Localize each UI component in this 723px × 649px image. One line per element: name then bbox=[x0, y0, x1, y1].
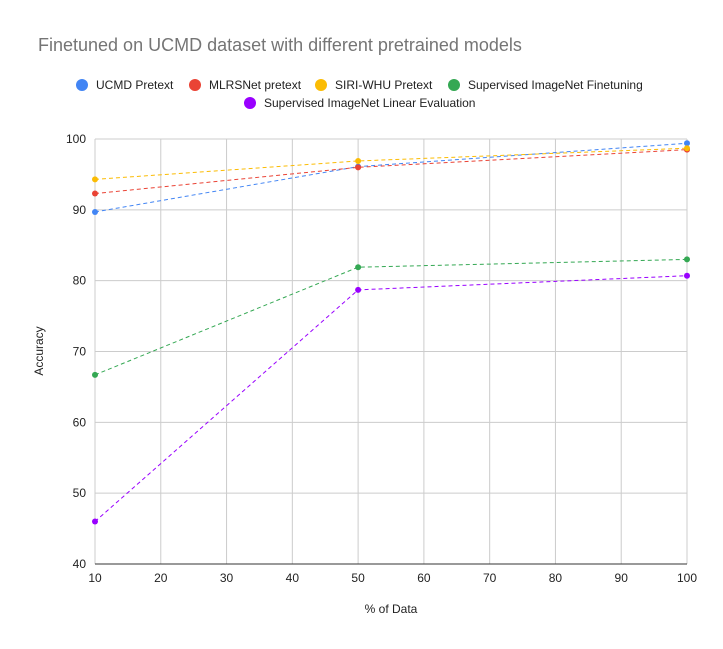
y-tick-label-50: 50 bbox=[73, 486, 87, 500]
series-supervised-imagenet-linear-evaluation bbox=[92, 272, 690, 525]
data-point-supervised-imagenet-linear-evaluation-100 bbox=[684, 272, 690, 279]
y-axis-ticks: 40 50 60 70 80 90 100 bbox=[66, 132, 86, 571]
y-axis-label: Accuracy bbox=[32, 326, 46, 375]
series-supervised-imagenet-finetuning bbox=[92, 256, 690, 378]
series-siri-whu-pretext bbox=[92, 145, 690, 183]
legend-label-supervised-imagenet-finetuning: Supervised ImageNet Finetuning bbox=[468, 78, 643, 92]
y-tick-label-70: 70 bbox=[73, 345, 87, 359]
data-point-siri-whu-pretext-50 bbox=[355, 157, 362, 164]
legend: UCMD Pretext MLRSNet pretext SIRI-WHU Pr… bbox=[76, 78, 643, 110]
legend-item-mlrsnet-pretext[interactable]: MLRSNet pretext bbox=[189, 78, 302, 92]
chart-title: Finetuned on UCMD dataset with different… bbox=[38, 35, 522, 55]
legend-marker-ucmd-pretext bbox=[76, 79, 88, 91]
legend-label-supervised-imagenet-linear-evaluation: Supervised ImageNet Linear Evaluation bbox=[264, 96, 475, 110]
x-tick-label-90: 90 bbox=[615, 571, 629, 585]
x-tick-label-10: 10 bbox=[88, 571, 102, 585]
series-lines bbox=[92, 140, 690, 525]
y-tick-label-60: 60 bbox=[73, 415, 87, 429]
series-line-siri-whu-pretext bbox=[94, 147, 688, 180]
data-point-ucmd-pretext-10 bbox=[92, 208, 98, 215]
x-tick-label-30: 30 bbox=[220, 571, 234, 585]
x-tick-label-100: 100 bbox=[677, 571, 697, 585]
y-tick-label-100: 100 bbox=[66, 132, 86, 146]
legend-item-ucmd-pretext[interactable]: UCMD Pretext bbox=[76, 78, 174, 92]
x-tick-label-70: 70 bbox=[483, 571, 497, 585]
y-tick-label-40: 40 bbox=[73, 557, 87, 571]
data-point-supervised-imagenet-finetuning-100 bbox=[684, 256, 690, 263]
legend-marker-supervised-imagenet-finetuning bbox=[448, 79, 460, 91]
series-line-supervised-imagenet-finetuning bbox=[94, 258, 688, 376]
grid bbox=[94, 138, 688, 565]
x-tick-label-50: 50 bbox=[351, 571, 365, 585]
y-tick-label-80: 80 bbox=[73, 274, 87, 288]
legend-item-siri-whu-pretext[interactable]: SIRI-WHU Pretext bbox=[315, 78, 433, 92]
legend-marker-mlrsnet-pretext bbox=[189, 79, 201, 91]
x-axis-ticks: 10 20 30 40 50 60 70 80 90 100 bbox=[88, 571, 697, 585]
data-point-ucmd-pretext-100 bbox=[684, 140, 690, 147]
legend-item-supervised-imagenet-linear-evaluation[interactable]: Supervised ImageNet Linear Evaluation bbox=[244, 96, 475, 110]
data-point-supervised-imagenet-finetuning-10 bbox=[92, 371, 98, 378]
legend-marker-supervised-imagenet-linear-evaluation bbox=[244, 97, 256, 109]
legend-label-mlrsnet-pretext: MLRSNet pretext bbox=[209, 78, 302, 92]
y-tick-label-90: 90 bbox=[73, 203, 87, 217]
x-axis-label: % of Data bbox=[365, 602, 418, 616]
data-point-supervised-imagenet-finetuning-50 bbox=[355, 264, 362, 271]
x-tick-label-60: 60 bbox=[417, 571, 431, 585]
data-point-supervised-imagenet-linear-evaluation-10 bbox=[92, 518, 98, 525]
legend-item-supervised-imagenet-finetuning[interactable]: Supervised ImageNet Finetuning bbox=[448, 78, 643, 92]
data-point-siri-whu-pretext-100 bbox=[684, 145, 690, 152]
data-point-supervised-imagenet-linear-evaluation-50 bbox=[355, 286, 362, 293]
series-line-mlrsnet-pretext bbox=[94, 149, 688, 195]
x-tick-label-40: 40 bbox=[286, 571, 300, 585]
data-point-siri-whu-pretext-10 bbox=[92, 176, 98, 183]
x-tick-label-80: 80 bbox=[549, 571, 563, 585]
legend-label-siri-whu-pretext: SIRI-WHU Pretext bbox=[335, 78, 433, 92]
legend-marker-siri-whu-pretext bbox=[315, 79, 327, 91]
x-tick-label-20: 20 bbox=[154, 571, 168, 585]
legend-label-ucmd-pretext: UCMD Pretext bbox=[96, 78, 174, 92]
series-line-supervised-imagenet-linear-evaluation bbox=[94, 275, 688, 522]
series-mlrsnet-pretext bbox=[92, 146, 690, 197]
data-point-mlrsnet-pretext-10 bbox=[92, 190, 98, 197]
data-point-mlrsnet-pretext-50 bbox=[355, 164, 362, 171]
series-line-ucmd-pretext bbox=[94, 142, 688, 213]
